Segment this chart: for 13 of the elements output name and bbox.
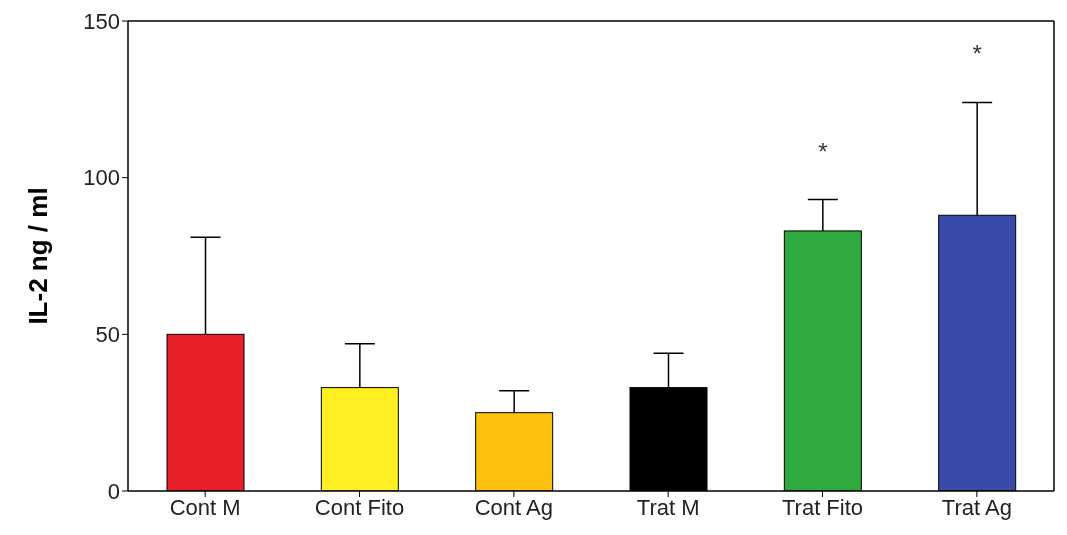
x-tick-label: Cont M (169, 494, 241, 520)
y-tick-label: 100 (83, 165, 120, 191)
y-axis-title: IL-2 ng / ml (23, 187, 54, 325)
x-tick-label: Trat Ag (941, 494, 1012, 520)
x-tick-label: Cont Ag (474, 494, 553, 520)
annotation: * (818, 137, 828, 165)
x-tick-label: Cont Fito (314, 494, 405, 520)
y-tick-label: 50 (95, 322, 120, 348)
y-tick-label: 0 (107, 478, 120, 504)
annotation: * (972, 40, 982, 68)
x-tick-label: Trat M (636, 494, 700, 520)
x-tick-label: Trat Fito (781, 494, 864, 520)
y-tick-label: 150 (83, 8, 120, 34)
